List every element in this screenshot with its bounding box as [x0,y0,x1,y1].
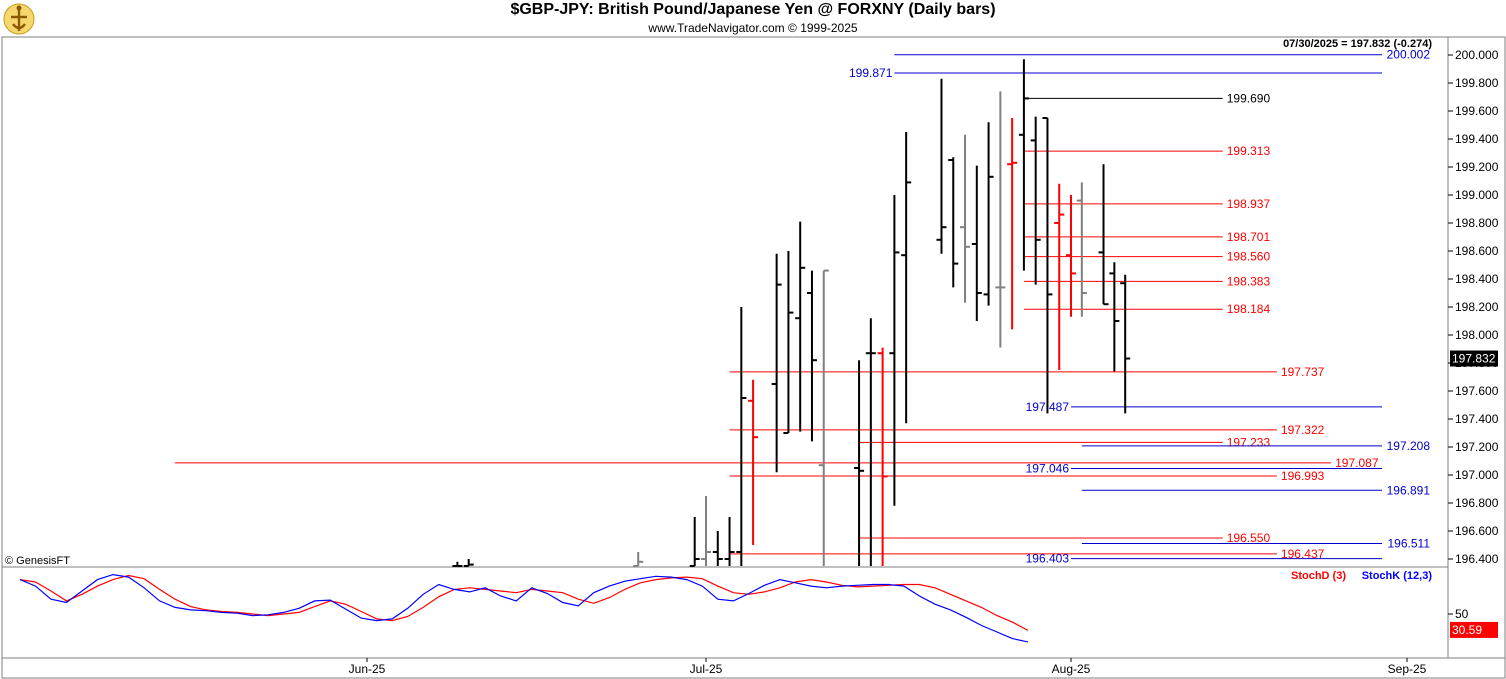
y-tick-label: 200.000 [1455,48,1499,62]
level-label: 198.184 [1227,302,1271,316]
y-tick-label: 199.800 [1455,76,1499,90]
y-tick-label: 197.400 [1455,412,1499,426]
chart-title: $GBP-JPY: British Pound/Japanese Yen @ F… [510,1,996,18]
ohlc-bar [936,78,947,254]
level-label: 197.322 [1281,423,1325,437]
ohlc-bar [948,157,959,288]
stoch-last-label: 30.59 [1452,623,1482,637]
ohlc-bar [1018,59,1029,271]
x-tick-label: Sep-25 [1388,662,1427,676]
y-tick-label: 196.600 [1455,524,1499,538]
level-label: 198.383 [1227,274,1271,288]
ohlc-bar [865,318,876,566]
x-tick-label: Jun-25 [349,662,386,676]
chart-subtitle: www.TradeNavigator.com © 1999-2025 [648,21,858,35]
ohlc-bar [452,561,463,567]
level-label: 198.937 [1227,197,1271,211]
level-label: 199.690 [1227,91,1271,105]
y-tick-label: 199.400 [1455,132,1499,146]
stochk-line [19,573,1029,643]
level-label: 197.233 [1227,435,1271,449]
y-tick-label: 198.600 [1455,244,1499,258]
ohlc-bar [960,134,971,303]
y-tick-label: 198.200 [1455,300,1499,314]
ohlc-bar [736,307,747,566]
stochd-line [19,574,1029,631]
ohlc-bar [971,165,982,321]
ohlc-bar [1030,116,1041,285]
y-tick-label: 196.800 [1455,496,1499,510]
y-tick-label: 199.000 [1455,188,1499,202]
price-axis-area [1447,36,1506,659]
level-label: 197.087 [1335,456,1379,470]
ohlc-bar [889,195,900,506]
ohlc-bar [1120,274,1131,414]
ohlc-bar [1042,117,1053,414]
copyright-label: © GenesisFT [5,555,70,567]
ohlc-bar [901,132,912,424]
stoch-tick-label: 50 [1455,607,1469,621]
ohlc-bar [633,552,644,567]
level-label: 196.437 [1281,547,1325,561]
level-label: 200.002 [1387,48,1431,62]
ohlc-bar [1066,195,1076,317]
level-label: 196.993 [1281,469,1325,483]
y-tick-label: 198.000 [1455,328,1499,342]
y-tick-label: 196.400 [1455,552,1499,566]
ohlc-bar [689,517,700,567]
level-label: 196.403 [1026,552,1070,566]
stoch-last-box [1450,621,1498,638]
tradenavigator-logo-icon [2,2,36,36]
ohlc-bar [983,122,994,306]
ohlc-bar [1098,164,1109,306]
last-price-box [1450,350,1498,367]
level-label: 197.737 [1281,365,1325,379]
ohlc-bar [877,347,888,566]
ohlc-bar [771,253,782,473]
ohlc-bar [712,531,723,566]
legend-stochk: StochK (12,3) [1362,570,1433,582]
ohlc-bar [748,379,759,545]
legend-stochd: StochD (3) [1291,570,1346,582]
ohlc-bar [724,517,735,566]
ohlc-bar [1054,183,1065,370]
level-label: 196.891 [1387,483,1431,497]
ohlc-bar [1109,262,1120,372]
level-label: 196.511 [1388,536,1431,550]
ohlc-bar [806,270,817,442]
y-tick-label: 197.600 [1455,384,1499,398]
level-label: 199.871 [849,66,893,80]
x-tick-label: Jul-25 [690,662,723,676]
last-quote-readout: 07/30/2025 = 197.832 (-0.274) [1283,38,1432,50]
y-tick-label: 197.000 [1455,468,1499,482]
ohlc-bar [795,221,806,432]
indicator-legend: StochD (3) StochK (12,3) [1291,570,1432,582]
level-label: 198.701 [1227,230,1271,244]
date-axis-area [1,657,1506,679]
ohlc-bar [1076,182,1087,317]
level-label: 196.550 [1227,531,1271,545]
x-tick-label: Aug-25 [1052,662,1091,676]
ohlc-bar [463,559,474,567]
ohlc-bar [701,496,711,566]
ohlc-bar [854,360,865,566]
ohlc-bar [1007,118,1018,330]
y-tick-label: 199.600 [1455,104,1499,118]
ohlc-bar [783,251,794,434]
level-label: 198.560 [1227,250,1271,264]
level-label: 197.046 [1026,462,1070,476]
y-tick-label: 198.800 [1455,216,1499,230]
level-label: 199.313 [1227,144,1271,158]
price-panel [1,36,1449,568]
ohlc-bar [818,269,829,566]
ohlc-bar [995,91,1006,348]
y-tick-label: 199.200 [1455,160,1499,174]
y-tick-label: 198.400 [1455,272,1499,286]
level-label: 197.208 [1387,439,1431,453]
y-tick-label: 197.200 [1455,440,1499,454]
last-price-label: 197.832 [1452,352,1496,366]
